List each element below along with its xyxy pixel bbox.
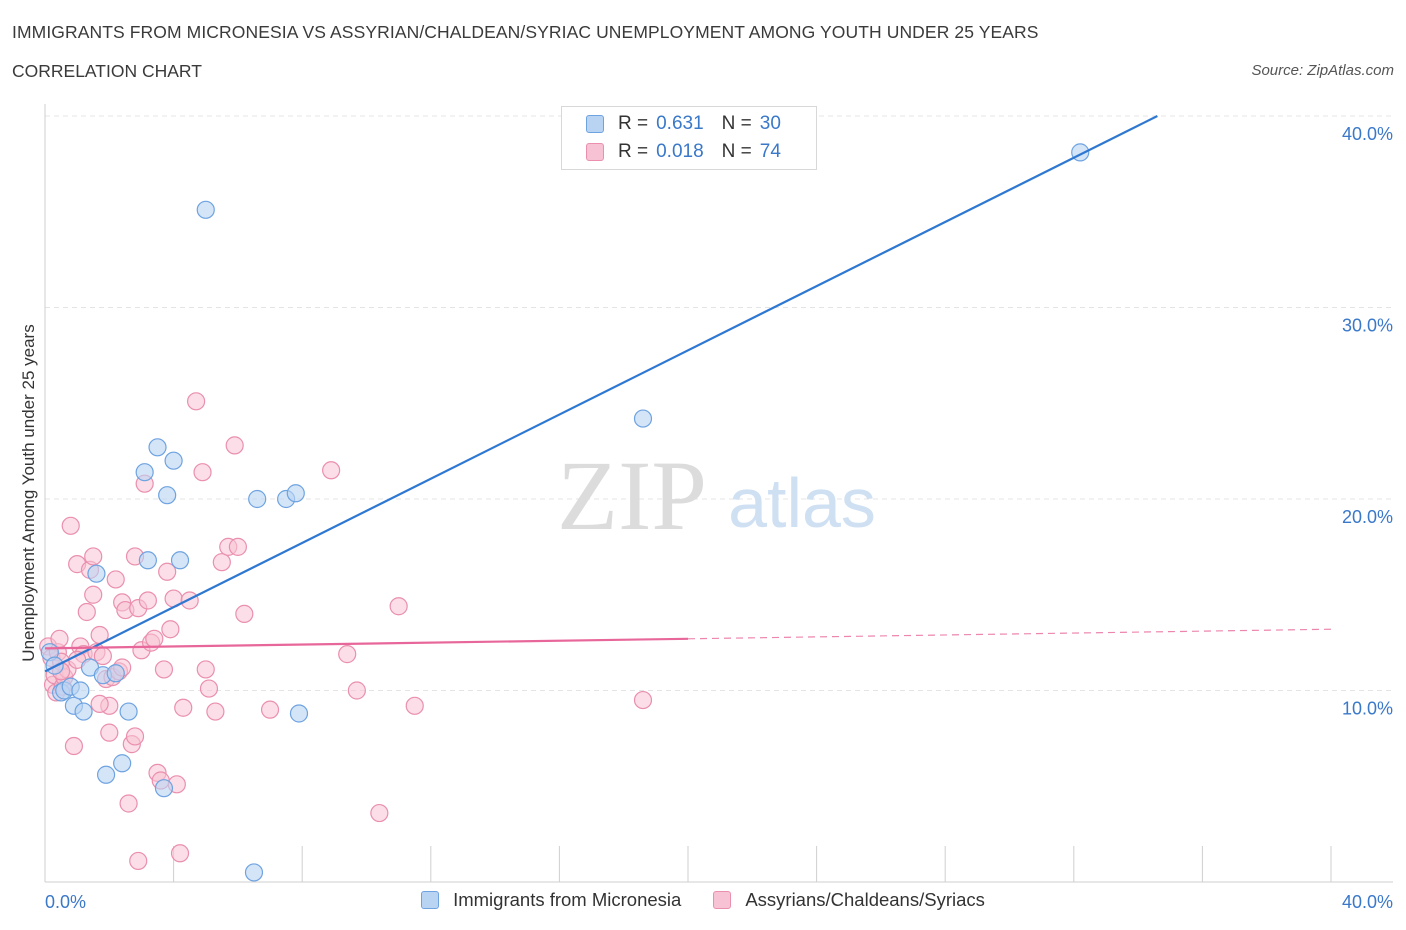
data-point-assyrian [138,591,157,610]
legend-swatch-pink [713,891,732,909]
legend-item-assyrian: Assyrians/Chaldeans/Syriacs [713,889,985,911]
y-tick-labels: 10.0% 20.0% 30.0% 40.0% [1342,124,1393,719]
legend-swatch-blue [421,891,440,909]
legend-n-value: 74 [759,141,781,162]
data-point-assyrian [405,696,424,715]
trend-lines [44,115,1332,673]
legend-row-micronesia: R = 0.631 N = 30 [586,111,781,137]
data-point-assyrian [322,461,341,480]
data-point-assyrian [347,681,366,700]
data-point-micronesia [138,551,157,570]
data-point-micronesia [196,200,215,219]
data-point-assyrian [228,537,247,556]
data-point-micronesia [135,463,154,482]
data-point-micronesia [154,779,174,798]
data-point-micronesia [164,451,183,470]
source-label: Source: ZipAtlas.com [1251,62,1394,79]
data-point-micronesia [113,754,132,773]
y-tick-label: 10.0% [1342,699,1393,719]
data-point-assyrian [212,553,231,572]
legend-label-assyrian: Assyrians/Chaldeans/Syriacs [745,889,985,910]
y-tick-label: 40.0% [1342,124,1393,144]
legend-row-assyrian: R = 0.018 N = 74 [586,139,781,165]
axes [44,104,1393,883]
legend-label-micronesia: Immigrants from Micronesia [453,889,682,910]
data-point-micronesia [71,681,90,700]
data-point-assyrian [196,660,215,679]
data-point-assyrian [77,602,96,622]
legend-n-label: N = [721,141,752,162]
legend-swatch-pink [586,143,604,161]
legend-swatch-blue [586,115,604,133]
data-point-assyrian [84,547,103,566]
data-point-micronesia [148,438,167,457]
data-point-assyrian [129,851,148,871]
data-point-assyrian [206,702,225,721]
data-point-assyrian [193,463,212,482]
data-point-assyrian [61,516,80,535]
data-point-assyrian [119,794,138,813]
data-point-assyrian [90,694,109,714]
y-tick-label: 20.0% [1342,507,1393,527]
data-point-assyrian [106,570,125,589]
y-tick-label: 30.0% [1342,316,1393,336]
data-point-assyrian [174,698,193,717]
x-tick-label: 40.0% [1342,892,1393,912]
legend-r-value: 0.018 [656,141,704,162]
stats-legend: R = 0.631 N = 30 R = 0.018 N = 74 [561,106,817,170]
data-point-assyrian [187,392,206,411]
data-point-assyrian [64,736,84,756]
legend-n-value: 30 [759,113,781,134]
data-point-assyrian [260,700,280,719]
data-point-micronesia [96,765,116,784]
x-tick-label: 0.0% [45,892,86,912]
y-axis-label: Unemployment Among Youth under 25 years [19,324,38,661]
data-point-micronesia [106,664,125,683]
data-point-micronesia [158,486,177,505]
series-legend: Immigrants from Micronesia Assyrians/Cha… [0,889,1406,911]
data-point-assyrian [158,562,177,581]
legend-r-label: R = [618,141,649,162]
data-point-micronesia [289,704,309,723]
trend-line-micronesia [44,115,1158,673]
data-point-assyrian [180,591,199,610]
data-point-micronesia [119,702,138,721]
data-point-assyrian [100,723,119,742]
watermark: ZIP atlas [557,440,876,551]
trend-line-assyrian [44,637,689,650]
data-point-assyrian [161,620,180,639]
legend-r-label: R = [618,113,649,134]
data-point-assyrian [370,803,389,823]
data-point-assyrian [125,727,145,746]
data-point-micronesia [87,564,106,583]
data-point-micronesia [633,409,653,428]
data-point-assyrian [225,436,244,455]
data-point-assyrian [338,645,357,664]
grid-lines [45,115,1393,691]
data-point-assyrian [389,597,408,616]
data-point-assyrian [199,679,219,698]
watermark-atlas: atlas [728,464,876,542]
watermark-zip: ZIP [557,440,707,551]
chart-subtitle: CORRELATION CHART [12,61,202,81]
data-point-assyrian [145,629,164,648]
data-point-assyrian [84,585,103,604]
data-point-micronesia [244,863,264,882]
data-point-assyrian [170,844,190,863]
x-tick-labels: 0.0% 40.0% [45,892,1393,912]
data-point-micronesia [286,484,305,503]
legend-r-value: 0.631 [656,113,704,134]
data-point-micronesia [170,551,190,570]
legend-item-micronesia: Immigrants from Micronesia [421,889,681,911]
data-point-micronesia [248,489,267,509]
data-point-micronesia [74,702,93,721]
data-point-assyrian [633,690,653,710]
chart-title: IMMIGRANTS FROM MICRONESIA VS ASSYRIAN/C… [12,22,1039,42]
series-micronesia-points [40,143,1090,882]
data-point-assyrian [235,604,254,624]
trend-line-assyrian-dashed [687,628,1332,640]
data-point-assyrian [154,660,174,679]
legend-n-label: N = [721,113,752,134]
